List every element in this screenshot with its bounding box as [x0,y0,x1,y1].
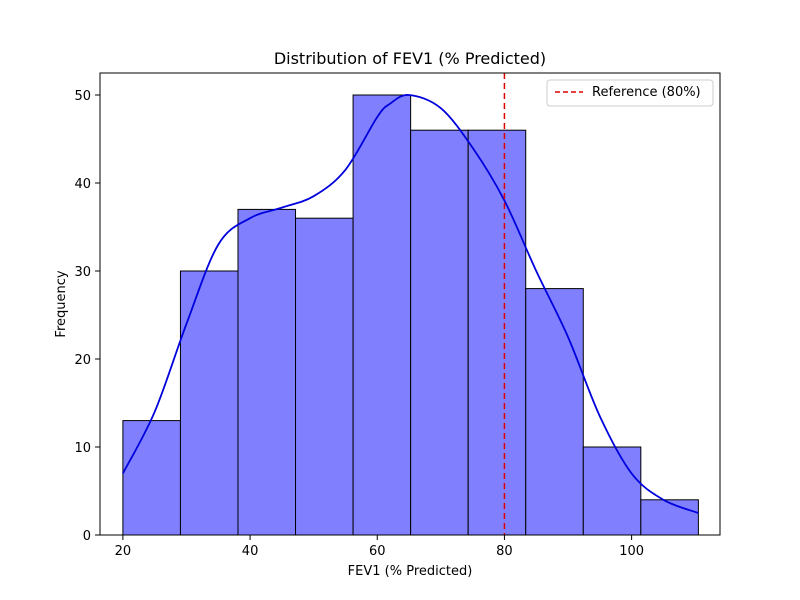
histogram-bar [352,94,412,536]
chart-title: Distribution of FEV1 (% Predicted) [274,49,546,68]
kde-curve [122,94,699,514]
y-tick-label: 20 [74,353,91,368]
x-axis-ticks: 20 40 60 80 100 [115,535,644,559]
histogram-bars [122,94,699,536]
legend: Reference (80%) [546,79,714,107]
y-tick-label: 40 [74,177,91,192]
histogram-bar [237,208,297,536]
x-tick-label: 100 [619,544,644,559]
x-tick-label: 20 [115,544,132,559]
histogram-bar [640,499,699,536]
plot-frame [99,72,721,536]
x-tick-label: 60 [369,544,386,559]
y-tick-label: 10 [74,441,91,456]
histogram-bar [295,217,354,536]
y-tick-label: 30 [74,265,91,280]
y-tick-label: 50 [74,89,91,104]
x-axis-label: FEV1 (% Predicted) [348,564,473,579]
y-axis-ticks: 0 10 20 30 40 50 [74,89,100,544]
histogram-bar [122,420,181,536]
histogram-bar [525,288,584,536]
histogram-bar [410,129,469,536]
y-tick-label: 0 [83,529,91,544]
histogram-bar [582,446,642,536]
x-tick-label: 80 [496,544,513,559]
histogram-bar [179,270,239,536]
legend-entry-reference: Reference (80%) [592,85,701,100]
x-tick-label: 40 [242,544,259,559]
y-axis-label: Frequency [54,270,69,337]
histogram-bar [467,129,527,536]
kde-curve-group [122,94,699,514]
legend-box [546,79,714,107]
